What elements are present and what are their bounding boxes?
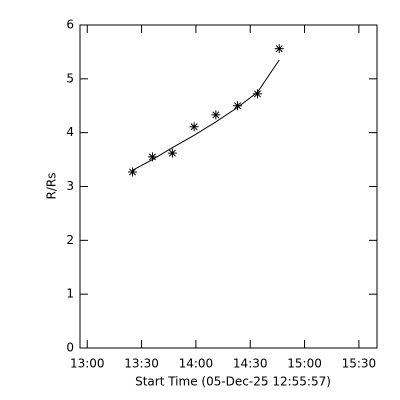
data-point: [211, 110, 221, 120]
y-axis-label: R/Rs: [45, 173, 59, 200]
x-axis-label: Start Time (05-Dec-25 12:55:57): [135, 375, 331, 389]
data-point: [147, 152, 157, 162]
data-point: [252, 89, 262, 99]
y-tick-label: 5: [66, 71, 74, 85]
y-tick-label: 1: [66, 287, 74, 301]
plot-frame: [79, 24, 378, 349]
data-point: [167, 148, 177, 158]
data-point: [128, 167, 138, 177]
x-tick-label: 15:00: [287, 357, 322, 371]
y-tick-label: 0: [66, 341, 74, 355]
data-point: [189, 122, 199, 132]
y-tick-label: 3: [66, 179, 74, 193]
x-tick-label: 13:30: [124, 357, 159, 371]
x-tick-label: 13:00: [70, 357, 105, 371]
y-tick-label: 6: [66, 18, 74, 32]
y-tick-label: 2: [66, 233, 74, 247]
x-tick-label: 14:30: [233, 357, 268, 371]
data-point: [274, 44, 284, 54]
x-tick-label: 14:00: [179, 357, 214, 371]
fit-line: [132, 59, 280, 171]
x-tick-label: 15:30: [342, 357, 377, 371]
data-point: [233, 101, 243, 111]
y-tick-label: 4: [66, 125, 74, 139]
